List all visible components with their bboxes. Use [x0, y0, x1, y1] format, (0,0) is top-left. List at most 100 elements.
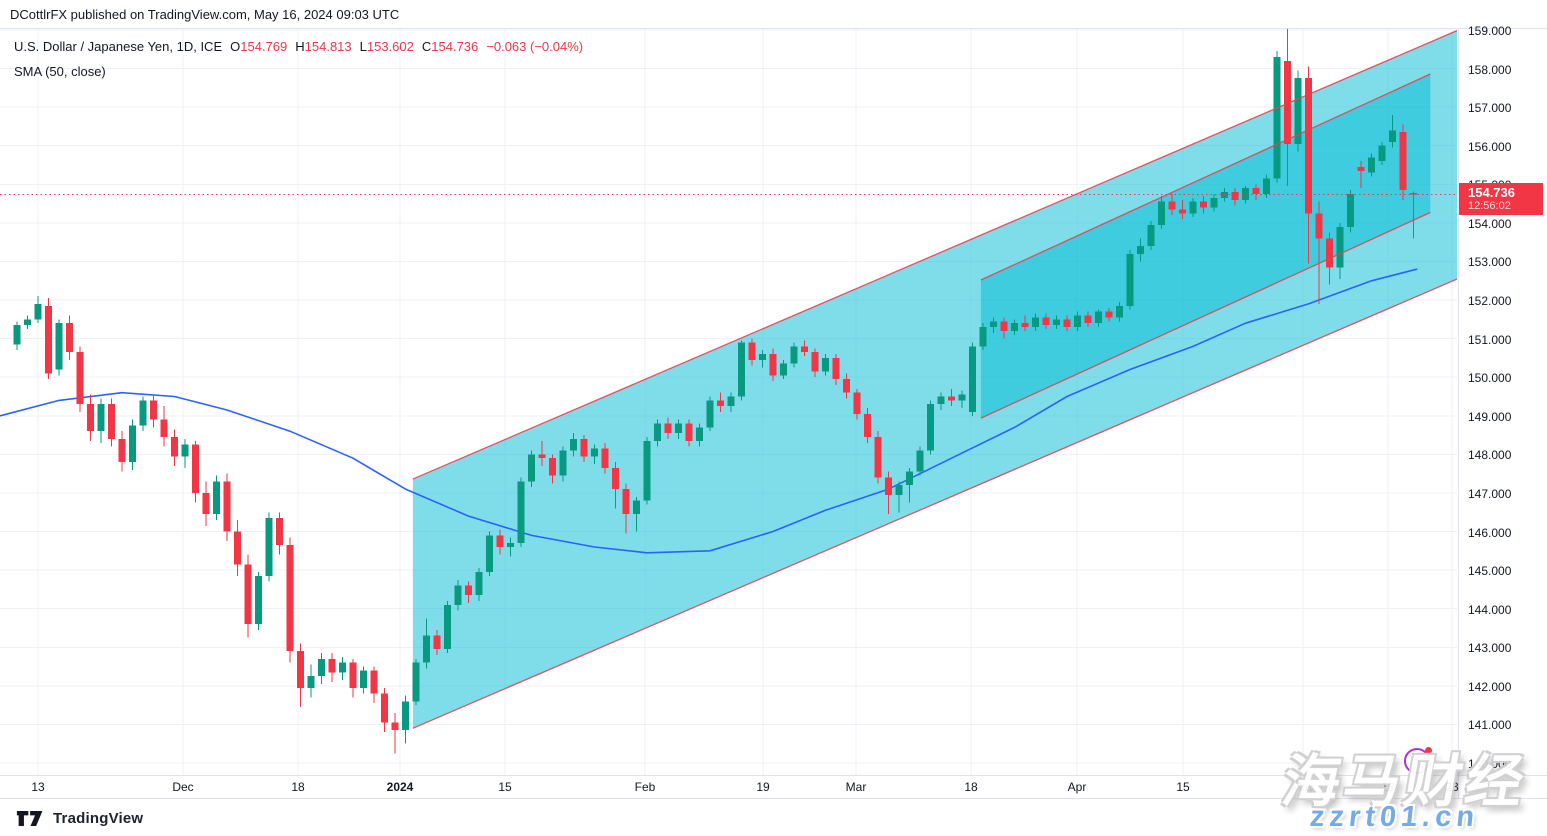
candle-body	[937, 396, 945, 405]
time-scale[interactable]: 13 Dec 18 2024 15 Feb 19 Mar 18 Apr 15 May 13 23	[0, 775, 1547, 798]
candle-body	[769, 354, 777, 376]
price-axis-label: 146.000	[1468, 525, 1512, 540]
time-axis-label: 18	[291, 780, 305, 794]
candle-body	[1074, 315, 1081, 328]
candle-body	[444, 604, 451, 650]
candle-body	[990, 321, 997, 328]
candle-body	[360, 670, 367, 688]
candle-body	[643, 440, 651, 501]
candle-body	[276, 518, 283, 546]
chart-pane[interactable]	[0, 0, 1459, 836]
candle-body	[612, 467, 619, 490]
candle-body	[622, 489, 630, 515]
candle-body	[1378, 145, 1386, 162]
ohlc-letter: H	[295, 39, 305, 54]
candle-body	[1263, 178, 1270, 194]
candle-body	[496, 535, 504, 547]
inner-ascending-channel-bottom-line[interactable]	[980, 211, 1431, 419]
price-axis-label: 153.000	[1468, 255, 1512, 270]
time-scale-divider	[0, 775, 1547, 776]
candle-body	[1084, 315, 1092, 324]
candle-body	[318, 658, 325, 677]
legend: U.S. Dollar / Japanese Yen, 1D, ICE O154.…	[14, 34, 583, 84]
candle-body	[717, 400, 724, 407]
candle-body	[55, 323, 63, 370]
time-axis-label: Dec	[172, 780, 194, 794]
candle-body	[1053, 319, 1060, 326]
primary-ascending-channel-top-line[interactable]	[412, 29, 1458, 480]
time-axis-label: 13	[31, 780, 45, 794]
price-scale[interactable]: 154.736 12:56:02 159.000 158.000 157.000 15…	[1459, 24, 1547, 775]
tradingview-branding[interactable]: TradingView	[16, 806, 143, 830]
candle-body	[307, 676, 315, 688]
candle-body	[759, 354, 766, 360]
candle-body	[87, 404, 94, 432]
candle-body	[465, 585, 472, 596]
candle-body	[1347, 193, 1354, 227]
inner-ascending-channel-top-line[interactable]	[980, 73, 1431, 281]
candle-body	[454, 585, 462, 605]
candle-body	[1147, 224, 1155, 247]
price-axis-label: 147.000	[1468, 486, 1512, 501]
price-axis-label: 140.000	[1468, 757, 1512, 772]
candle-body	[538, 454, 546, 459]
candle-body	[549, 458, 556, 476]
candle-body	[507, 543, 514, 547]
header-divider	[0, 28, 1547, 29]
candle-body	[958, 394, 966, 401]
ohlc-letter: C	[421, 39, 432, 54]
time-axis-label: 19	[756, 780, 770, 794]
candle-body	[150, 400, 157, 420]
candle-body	[1000, 321, 1008, 331]
candle-body	[790, 346, 798, 364]
candle-body	[1095, 311, 1102, 324]
candle-body	[1179, 209, 1186, 214]
candle-body	[528, 454, 535, 482]
candle-body	[1231, 192, 1239, 200]
candle-body	[748, 342, 756, 360]
candle-body	[727, 396, 735, 407]
symbol-row[interactable]: U.S. Dollar / Japanese Yen, 1D, ICE O154.…	[14, 34, 583, 59]
candle-body	[1410, 193, 1417, 195]
candle-body	[45, 305, 52, 374]
candle-body	[664, 423, 672, 434]
price-axis-label: 151.000	[1468, 332, 1512, 347]
price-axis-label: 159.000	[1468, 24, 1512, 38]
candle-body	[916, 450, 924, 472]
candle-body	[1399, 132, 1407, 191]
bar-countdown: 12:56:02	[1468, 199, 1511, 212]
candle-body	[339, 662, 346, 673]
sma-50-line[interactable]	[0, 268, 1418, 554]
candle-body	[654, 423, 661, 441]
time-axis-label: 15	[498, 780, 512, 794]
primary-ascending-channel-bottom-line[interactable]	[412, 278, 1458, 729]
candle-body	[328, 658, 336, 673]
time-axis-label: Mar	[845, 780, 867, 794]
inner-ascending-channel-fill[interactable]	[980, 73, 1431, 419]
candle-body	[853, 392, 861, 414]
candle-body	[213, 481, 220, 515]
candle-body	[118, 438, 126, 463]
candle-body	[906, 471, 913, 486]
candle-body	[1063, 319, 1071, 328]
time-axis-label: 13	[1381, 780, 1395, 794]
time-axis-label: 2024	[386, 780, 414, 794]
candle-body	[202, 492, 210, 515]
candle-body	[297, 651, 304, 688]
watermark-site-url: zzrt01.cn	[1308, 801, 1481, 833]
candle-body	[1116, 305, 1123, 318]
candle-body	[223, 481, 231, 532]
candle-body	[255, 575, 262, 625]
candle-body	[66, 323, 73, 353]
price-scale-divider	[1458, 28, 1459, 798]
quick-action-widget-button[interactable]: ⚡	[1404, 747, 1432, 774]
candle-body	[475, 572, 483, 596]
candle-body	[108, 404, 115, 439]
ohlc-letter: L	[359, 39, 367, 54]
time-axis-label: Feb	[634, 780, 656, 794]
candle-body	[591, 448, 598, 457]
candle-body	[1210, 197, 1218, 208]
indicator-row[interactable]: SMA (50, close)	[14, 59, 583, 84]
candle-body	[1357, 166, 1365, 171]
